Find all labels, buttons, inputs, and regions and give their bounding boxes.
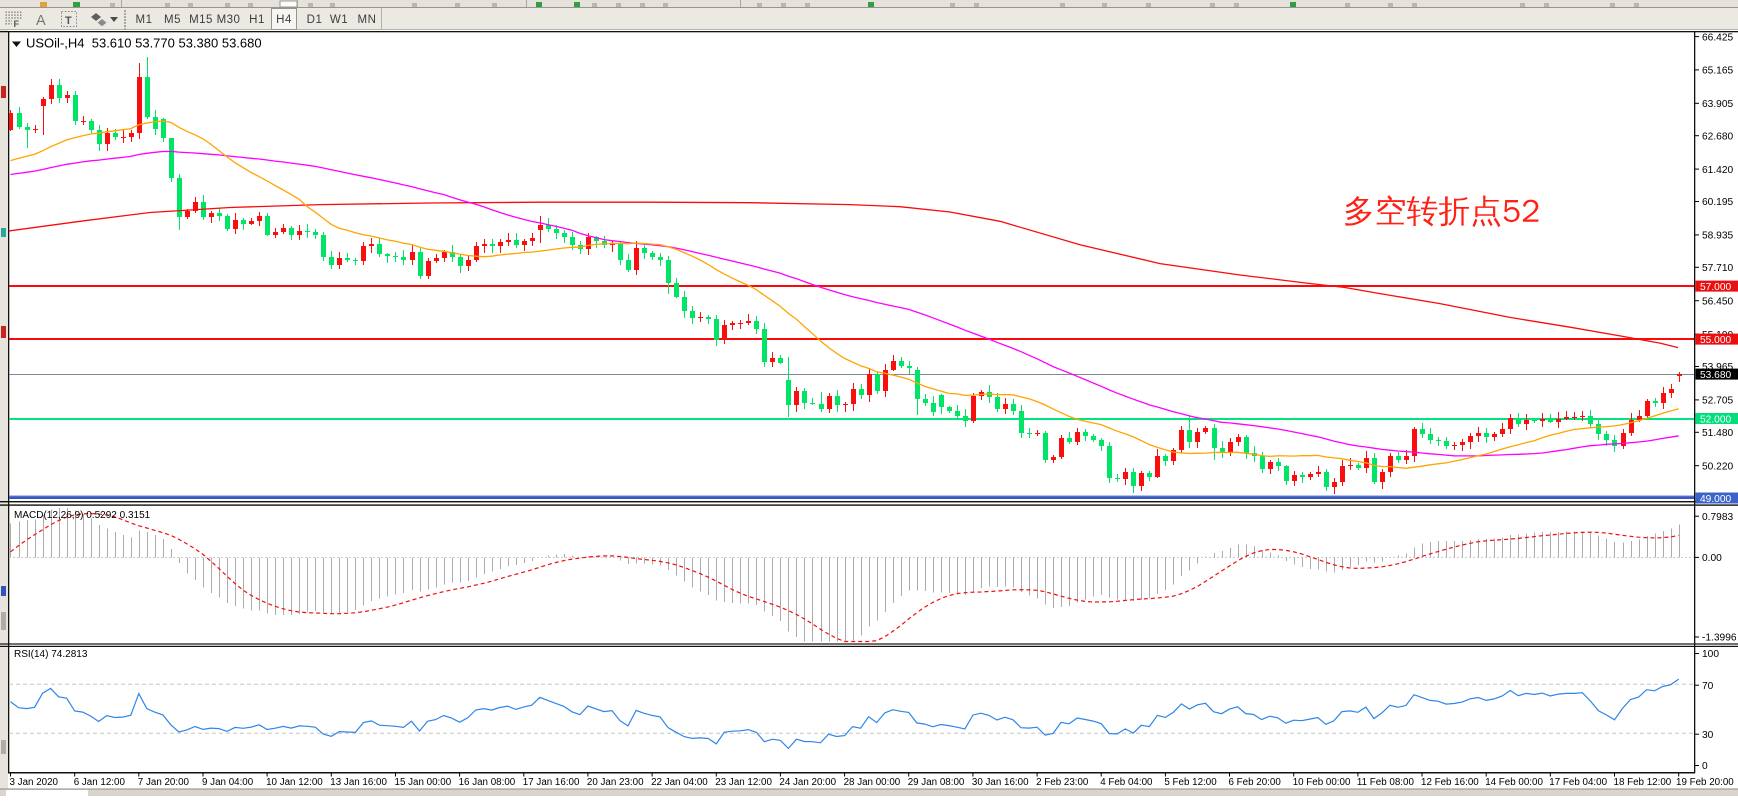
svg-text:57.710: 57.710	[1702, 263, 1733, 274]
svg-text:A: A	[36, 13, 46, 29]
svg-text:H1: H1	[249, 14, 265, 26]
svg-text:53.680: 53.680	[1700, 370, 1731, 381]
svg-text:5 Feb 12:00: 5 Feb 12:00	[1164, 777, 1217, 788]
svg-text:22 Jan 04:00: 22 Jan 04:00	[651, 777, 708, 788]
svg-text:3 Jan 2020: 3 Jan 2020	[10, 777, 59, 788]
svg-text:61.420: 61.420	[1702, 165, 1733, 176]
svg-text:52.000: 52.000	[1700, 414, 1731, 425]
svg-text:-1.3996: -1.3996	[1702, 633, 1737, 644]
svg-text:MN: MN	[358, 14, 377, 26]
svg-text:15 Jan 00:00: 15 Jan 00:00	[395, 777, 452, 788]
svg-text:51.480: 51.480	[1702, 428, 1733, 439]
svg-text:17 Feb 04:00: 17 Feb 04:00	[1549, 777, 1607, 788]
svg-text:H4: H4	[276, 14, 292, 26]
svg-text:66.425: 66.425	[1702, 32, 1733, 43]
svg-text:MACD(12,26,9) 0.5292 0.3151: MACD(12,26,9) 0.5292 0.3151	[14, 510, 151, 521]
svg-text:6 Jan 12:00: 6 Jan 12:00	[74, 777, 126, 788]
svg-text:19 Feb 20:00: 19 Feb 20:00	[1676, 777, 1734, 788]
svg-text:M15: M15	[189, 14, 213, 26]
svg-text:4 Feb 04:00: 4 Feb 04:00	[1100, 777, 1153, 788]
svg-text:65.165: 65.165	[1702, 66, 1733, 77]
svg-text:17 Jan 16:00: 17 Jan 16:00	[523, 777, 580, 788]
svg-text:0.7983: 0.7983	[1702, 512, 1733, 523]
svg-text:0.00: 0.00	[1702, 553, 1722, 564]
svg-text:24 Jan 20:00: 24 Jan 20:00	[779, 777, 836, 788]
svg-text:63.905: 63.905	[1702, 99, 1733, 110]
svg-text:D1: D1	[307, 14, 323, 26]
svg-text:57.000: 57.000	[1700, 282, 1731, 293]
svg-text:2 Feb 23:00: 2 Feb 23:00	[1036, 777, 1089, 788]
svg-text:20 Jan 23:00: 20 Jan 23:00	[587, 777, 644, 788]
svg-text:23 Jan 12:00: 23 Jan 12:00	[715, 777, 772, 788]
svg-text:100: 100	[1702, 649, 1719, 660]
svg-text:16 Jan 08:00: 16 Jan 08:00	[459, 777, 516, 788]
svg-text:28 Jan 00:00: 28 Jan 00:00	[844, 777, 901, 788]
svg-text:18 Feb 12:00: 18 Feb 12:00	[1614, 777, 1672, 788]
svg-text:USOil-,H4 53.610 53.770 53.38: USOil-,H4 53.610 53.770 53.380 53.680	[26, 36, 262, 51]
svg-text:55.000: 55.000	[1700, 335, 1731, 346]
svg-text:62.680: 62.680	[1702, 131, 1733, 142]
svg-text:56.450: 56.450	[1702, 296, 1733, 307]
svg-text:6 Feb 20:00: 6 Feb 20:00	[1229, 777, 1282, 788]
svg-text:49.000: 49.000	[1700, 494, 1731, 505]
svg-text:0: 0	[1702, 761, 1708, 772]
svg-text:50.220: 50.220	[1702, 461, 1733, 472]
svg-text:M5: M5	[164, 14, 181, 26]
svg-text:29 Jan 08:00: 29 Jan 08:00	[908, 777, 965, 788]
svg-text:60.195: 60.195	[1702, 197, 1733, 208]
svg-text:30 Jan 16:00: 30 Jan 16:00	[972, 777, 1029, 788]
svg-text:RSI(14) 74.2813: RSI(14) 74.2813	[14, 649, 88, 660]
svg-text:W1: W1	[330, 14, 348, 26]
svg-text:11 Feb 08:00: 11 Feb 08:00	[1357, 777, 1415, 788]
svg-text:T: T	[65, 15, 72, 27]
svg-text:9 Jan 04:00: 9 Jan 04:00	[202, 777, 254, 788]
svg-text:52.705: 52.705	[1702, 396, 1733, 407]
svg-text:M30: M30	[217, 14, 241, 26]
svg-text:F: F	[14, 19, 20, 29]
svg-text:7 Jan 20:00: 7 Jan 20:00	[138, 777, 190, 788]
svg-text:70: 70	[1702, 681, 1714, 692]
svg-text:10 Feb 00:00: 10 Feb 00:00	[1293, 777, 1351, 788]
svg-text:M1: M1	[136, 14, 153, 26]
svg-text:13 Jan 16:00: 13 Jan 16:00	[330, 777, 387, 788]
svg-text:12 Feb 16:00: 12 Feb 16:00	[1421, 777, 1479, 788]
svg-text:58.935: 58.935	[1702, 231, 1733, 242]
svg-text:30: 30	[1702, 730, 1714, 741]
svg-text:10 Jan 12:00: 10 Jan 12:00	[266, 777, 323, 788]
svg-text:14 Feb 00:00: 14 Feb 00:00	[1485, 777, 1543, 788]
